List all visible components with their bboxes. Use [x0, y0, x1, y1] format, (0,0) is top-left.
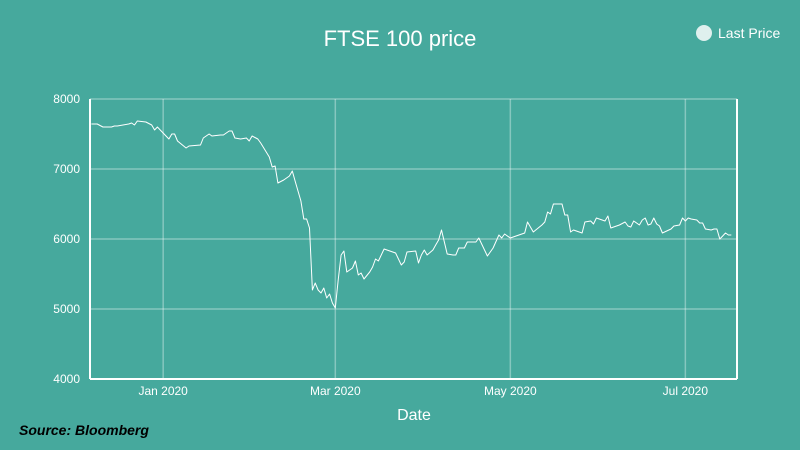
y-tick-label: 6000 — [53, 232, 80, 246]
chart-title: FTSE 100 price — [323, 26, 477, 51]
legend-marker-icon — [696, 25, 712, 41]
x-tick-label: Jul 2020 — [663, 384, 709, 398]
legend-label: Last Price — [718, 25, 781, 41]
legend[interactable]: Last Price — [696, 25, 780, 41]
source-note: Source: Bloomberg — [19, 422, 149, 438]
x-tick-label: Mar 2020 — [310, 384, 361, 398]
y-tick-label: 4000 — [53, 372, 80, 386]
y-tick-label: 7000 — [53, 162, 80, 176]
y-tick-label: 8000 — [53, 92, 80, 106]
y-tick-label: 5000 — [53, 302, 80, 316]
x-axis-label: Date — [397, 407, 431, 424]
series-line-last-price — [91, 120, 732, 309]
x-tick-label: Jan 2020 — [138, 384, 188, 398]
x-tick-label: May 2020 — [484, 384, 537, 398]
